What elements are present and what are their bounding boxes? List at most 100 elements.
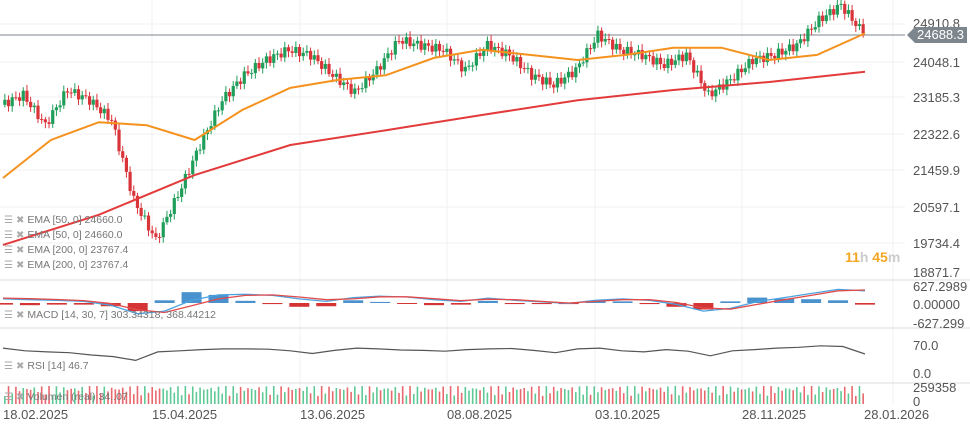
candle-up: [754, 57, 758, 65]
candle-up: [165, 216, 169, 223]
volume-bar: [784, 388, 787, 404]
candle-up: [360, 88, 364, 90]
volume-bar: [261, 392, 264, 404]
rsi-line: [2, 345, 866, 362]
legend-volume[interactable]: ☰ ✖ Volumen (real) 34..07: [4, 391, 128, 403]
menu-icon[interactable]: ☰: [4, 229, 13, 241]
volume-bar: [48, 386, 50, 404]
volume-bar: [357, 394, 360, 404]
menu-icon[interactable]: ☰: [4, 244, 13, 256]
candle-up: [765, 53, 769, 63]
close-icon[interactable]: ✖: [15, 360, 25, 372]
candle-up: [474, 53, 478, 66]
candle-up: [272, 54, 276, 63]
candle-down: [320, 61, 324, 69]
candle-up: [467, 65, 471, 67]
volume-bar: [755, 386, 758, 404]
volume-bar: [490, 386, 492, 404]
volume-bar: [409, 386, 411, 404]
x-tick: 13.06.2025: [300, 407, 366, 422]
menu-icon[interactable]: ☰: [4, 259, 13, 271]
volume-bar: [593, 386, 596, 404]
volume-bar: [854, 395, 857, 404]
candle-down: [441, 50, 445, 52]
legend-ema200-a[interactable]: ☰ ✖ EMA [200, 0] 23767.4: [4, 244, 128, 256]
y-tick: 24048.1: [913, 55, 960, 70]
candle-up: [677, 54, 681, 61]
menu-icon[interactable]: ☰: [4, 214, 13, 226]
candle-up: [526, 68, 530, 70]
x-tick: 03.10.2025: [595, 407, 661, 422]
macd-histogram-bar: [828, 300, 849, 303]
close-icon[interactable]: ✖: [15, 259, 25, 271]
volume-bar: [173, 392, 176, 404]
ema200-line: [2, 70, 866, 246]
volume-bar: [221, 393, 223, 404]
candle-up: [213, 110, 217, 127]
macd-histogram-bar: [235, 300, 256, 303]
volume-bar: [807, 394, 809, 404]
volume-bar: [777, 386, 780, 404]
candle-up: [846, 10, 851, 14]
candle-up: [577, 63, 582, 68]
volume-bar: [376, 387, 378, 404]
candle-down: [739, 68, 744, 73]
candle-down: [146, 215, 151, 231]
volume-bar: [615, 390, 618, 404]
volume-bar: [77, 390, 80, 404]
close-icon[interactable]: ✖: [15, 309, 25, 321]
volume-bar: [155, 390, 157, 404]
legend-macd[interactable]: ☰ ✖ MACD [14, 30, 7] 303.34318, 368.44212: [4, 309, 216, 321]
candle-down: [791, 44, 795, 52]
menu-icon[interactable]: ☰: [4, 391, 13, 403]
macd-histogram-bar: [855, 303, 875, 305]
legend-ema50-a[interactable]: ☰ ✖ EMA [50, 0] 24660.0: [4, 214, 123, 226]
candle-down: [239, 81, 243, 84]
candle-up: [784, 50, 788, 55]
volume-bar: [118, 389, 120, 404]
menu-icon[interactable]: ☰: [4, 360, 13, 372]
candle-up: [813, 27, 817, 30]
candle-up: [806, 28, 810, 42]
menu-icon[interactable]: ☰: [4, 309, 13, 321]
candle-down: [854, 20, 858, 27]
macd-histogram-bar: [639, 303, 660, 305]
candle-down: [6, 99, 11, 107]
volume-bar: [70, 388, 72, 404]
volume-bar: [280, 386, 282, 404]
candle-down: [25, 90, 29, 102]
volume-bar: [103, 386, 106, 404]
candle-up: [666, 58, 670, 69]
candle-up: [471, 65, 475, 67]
volume-bar: [567, 389, 570, 404]
candle-down: [43, 119, 47, 123]
close-icon[interactable]: ✖: [15, 229, 25, 241]
volume-bar: [225, 386, 227, 404]
volume-bar: [512, 387, 515, 404]
candle-up: [191, 160, 195, 175]
volume-bar: [99, 393, 102, 404]
legend-ema50-b[interactable]: ☰ ✖ EMA [50, 0] 24660.0: [4, 229, 123, 241]
volume-bar: [202, 389, 205, 404]
candle-down: [290, 51, 294, 53]
candle-down: [345, 82, 350, 84]
volume-bar: [475, 388, 478, 404]
volume-bar: [832, 389, 835, 404]
volume-bar: [250, 388, 253, 404]
close-icon[interactable]: ✖: [15, 244, 25, 256]
close-icon[interactable]: ✖: [15, 214, 25, 226]
candle-down: [430, 45, 434, 52]
close-icon[interactable]: ✖: [15, 391, 25, 403]
volume-bar: [700, 388, 702, 404]
candle-down: [489, 40, 493, 52]
volume-bar: [840, 391, 842, 404]
candle-up: [585, 48, 589, 63]
volume-bar: [689, 387, 691, 404]
legend-rsi[interactable]: ☰ ✖ RSI [14] 46.7: [4, 360, 89, 372]
macd-signal-line: [2, 289, 866, 314]
candle-down: [128, 171, 132, 192]
volume-bar: [715, 386, 717, 404]
legend-ema200-b[interactable]: ☰ ✖ EMA [200, 0] 23767.4: [4, 259, 128, 271]
volume-bar: [523, 387, 526, 404]
